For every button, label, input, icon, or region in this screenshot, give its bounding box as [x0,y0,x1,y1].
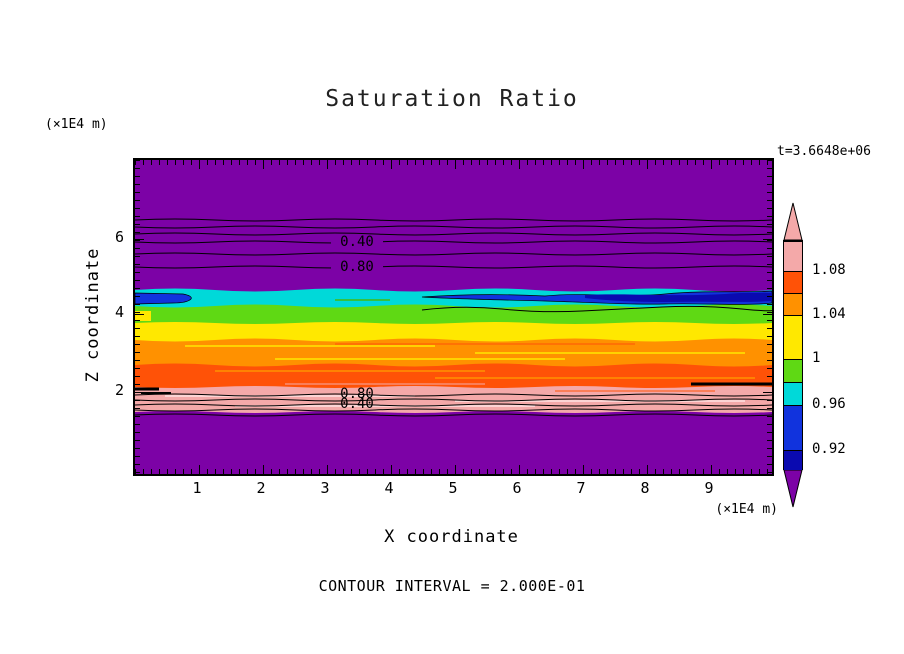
z-tick-label: 4 [114,302,124,321]
band-purple-bottom [135,411,772,474]
z-tick-label: 2 [114,381,124,400]
colorbar-body [783,240,803,471]
x-tick-label: 7 [576,479,586,497]
x-tick-label: 8 [640,479,650,497]
colorbar-segment [784,271,802,293]
contour-interval-note: CONTOUR INTERVAL = 2.000E-01 [318,577,586,595]
colorbar-segment [784,359,802,382]
contour-lines [135,218,772,417]
z-axis-unit: (×1E4 m) [45,117,108,132]
contour-label-upper-040: 0.40 [331,235,383,250]
colorbar-label: 1.08 [812,262,846,278]
colorbar-segment [784,450,802,471]
contour-label-lower-080: 0.80 [340,386,374,402]
x-tick-label: 9 [704,479,714,497]
colorbar-label: 0.92 [812,441,846,457]
navy-lens-core [585,292,772,302]
colorbar-segment [784,293,802,315]
colorbar-labels: 1.08 1.04 1 0.96 0.92 [812,240,882,470]
colorbar-segment [784,382,802,405]
x-tick-label: 5 [448,479,458,497]
x-tick-label: 1 [192,479,202,497]
contour-label-upper-080: 0.80 [331,260,383,275]
x-axis-tick-labels: 1 2 3 4 5 6 7 8 9 [133,479,770,499]
contour-label-lower-040: 0.40 [340,396,374,412]
colorbar-top-arrow-shape [783,202,803,240]
z-axis-tick-labels: 6 4 2 [94,158,124,472]
plot-title: Saturation Ratio [325,86,579,112]
contour-field [135,160,772,474]
x-tick-label: 6 [512,479,522,497]
plot-area: 0.40 0.80 0.80 0.40 [133,158,774,476]
colorbar-segment [784,241,802,271]
colorbar-segment [784,405,802,450]
x-axis-label: X coordinate [384,527,519,547]
colorbar-label: 1.04 [812,306,846,322]
blue-lenses [135,290,772,305]
colorbar-label: 1 [812,350,821,366]
time-annotation: t=3.6648e+06 [777,144,871,159]
saturation-bands [135,288,772,474]
colorbar-label: 0.96 [812,396,846,412]
x-tick-label: 2 [256,479,266,497]
x-tick-label: 3 [320,479,330,497]
x-axis-unit: (×1E4 m) [715,502,778,517]
colorbar-bottom-arrow-shape [783,470,803,508]
x-tick-label: 4 [384,479,394,497]
texture-streaks [135,299,755,407]
blue-lens-left [135,292,192,305]
z-axis-label: Z coordinate [83,247,103,383]
colorbar-bottom-arrow [783,470,803,508]
colorbar-top-arrow [783,202,803,240]
colorbar-segment [784,315,802,359]
colorbar [783,202,803,508]
z-tick-label: 6 [114,228,124,247]
